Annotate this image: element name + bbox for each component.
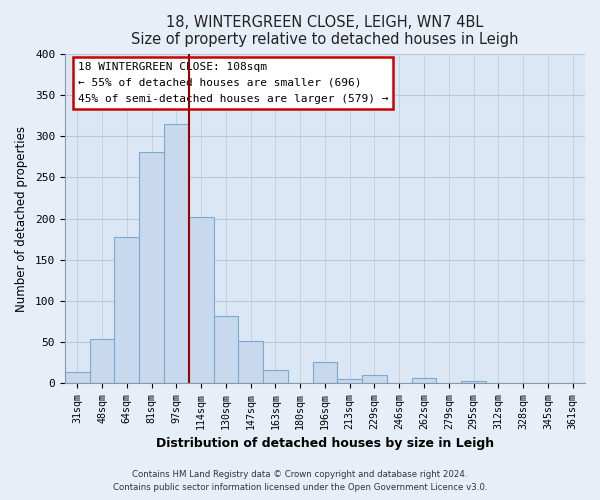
Bar — [115, 238, 139, 383]
Bar — [461, 382, 486, 383]
Bar — [65, 372, 89, 383]
Bar — [164, 124, 189, 383]
Title: 18, WINTERGREEN CLOSE, LEIGH, WN7 4BL
Size of property relative to detached hous: 18, WINTERGREEN CLOSE, LEIGH, WN7 4BL Si… — [131, 15, 519, 48]
Bar — [214, 316, 238, 383]
Y-axis label: Number of detached properties: Number of detached properties — [15, 126, 28, 312]
Bar — [313, 362, 337, 383]
X-axis label: Distribution of detached houses by size in Leigh: Distribution of detached houses by size … — [156, 437, 494, 450]
Text: 18 WINTERGREEN CLOSE: 108sqm
← 55% of detached houses are smaller (696)
45% of s: 18 WINTERGREEN CLOSE: 108sqm ← 55% of de… — [78, 62, 388, 104]
Bar — [189, 217, 214, 383]
Bar — [362, 374, 387, 383]
Text: Contains HM Land Registry data © Crown copyright and database right 2024.
Contai: Contains HM Land Registry data © Crown c… — [113, 470, 487, 492]
Bar — [263, 370, 288, 383]
Bar — [412, 378, 436, 383]
Bar — [238, 341, 263, 383]
Bar — [337, 379, 362, 383]
Bar — [139, 152, 164, 383]
Bar — [89, 340, 115, 383]
